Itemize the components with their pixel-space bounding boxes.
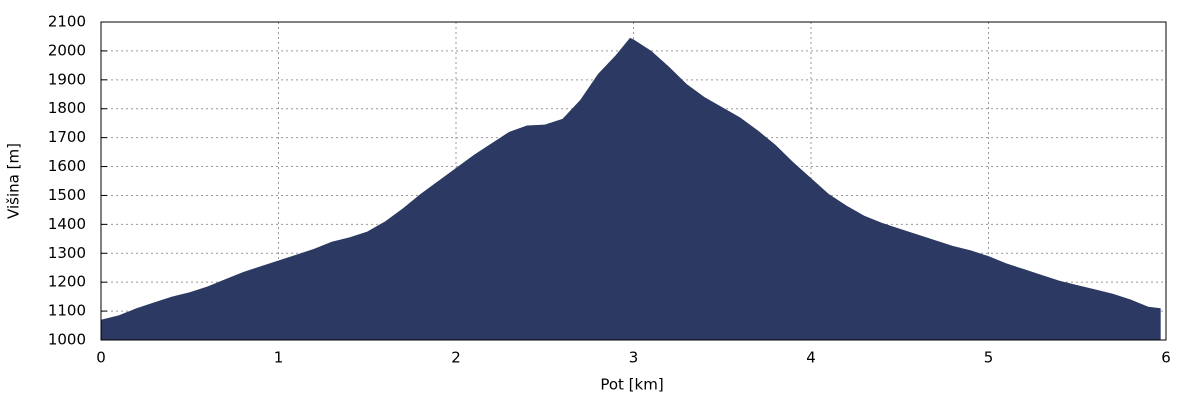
- x-tick-label: 2: [451, 349, 461, 367]
- y-tick-label: 1400: [48, 215, 86, 233]
- x-tick-label: 4: [806, 349, 816, 367]
- y-tick-label: 1800: [48, 99, 86, 117]
- x-axis-label: Pot [km]: [600, 376, 663, 394]
- x-tick-label: 5: [984, 349, 994, 367]
- elevation-area: [101, 37, 1161, 341]
- y-tick-label: 1100: [48, 302, 86, 320]
- y-tick-label: 2000: [48, 41, 86, 59]
- x-tick-label: 6: [1161, 349, 1171, 367]
- plot-frame: [100, 21, 1167, 341]
- y-tick-label: 1200: [48, 273, 86, 291]
- y-tick-label: 1600: [48, 157, 86, 175]
- x-tick-label: 1: [274, 349, 284, 367]
- x-tick-label: 3: [629, 349, 639, 367]
- y-tick-label: 1700: [48, 128, 86, 146]
- y-tick-label: 1000: [48, 331, 86, 349]
- y-tick-label: 1300: [48, 244, 86, 262]
- y-axis-label: Višina [m]: [5, 143, 23, 219]
- x-tick-label: 0: [96, 349, 106, 367]
- y-tick-label: 1500: [48, 186, 86, 204]
- y-tick-label: 2100: [48, 13, 86, 31]
- y-tick-label: 1900: [48, 70, 86, 88]
